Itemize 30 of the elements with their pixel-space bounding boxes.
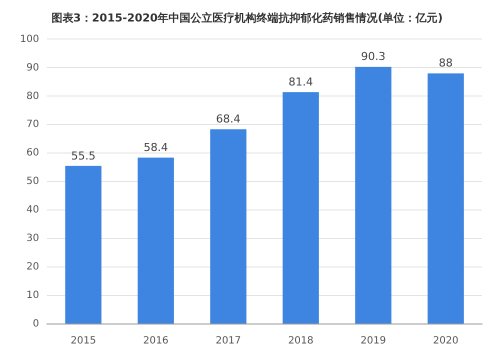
x-tick-label: 2015: [70, 336, 96, 347]
y-tick-label: 0: [32, 318, 40, 330]
bar: [210, 129, 246, 324]
y-tick-label: 90: [26, 62, 40, 74]
x-tick-label: 2017: [216, 336, 242, 347]
y-tick-label: 10: [26, 290, 40, 302]
data-label: 58.4: [144, 141, 168, 154]
chart-title: 图表3：2015-2020年中国公立医疗机构终端抗抑郁化药销售情况(单位：亿元): [51, 11, 443, 24]
x-tick-label: 2016: [143, 336, 169, 347]
bar: [138, 158, 174, 324]
bar: [428, 73, 464, 324]
y-tick-label: 70: [26, 119, 40, 130]
x-tick-label: 2018: [288, 336, 314, 347]
y-tick-label: 50: [26, 176, 40, 188]
y-tick-label: 100: [20, 34, 40, 45]
data-label: 90.3: [361, 50, 386, 64]
y-tick-label: 30: [26, 233, 40, 244]
x-tick-label: 2020: [433, 336, 458, 347]
bar: [355, 66, 392, 324]
bar: [65, 166, 102, 324]
data-label: 81.4: [288, 76, 314, 89]
y-tick-label: 20: [26, 262, 40, 273]
data-label: 55.5: [71, 149, 96, 162]
y-tick-label: 40: [26, 204, 40, 216]
bar: [282, 92, 319, 324]
x-tick-label: 2019: [360, 336, 386, 347]
y-tick-label: 80: [26, 90, 40, 102]
data-label: 68.4: [216, 112, 241, 126]
data-label: 88: [438, 56, 453, 70]
y-tick-label: 60: [26, 148, 40, 159]
